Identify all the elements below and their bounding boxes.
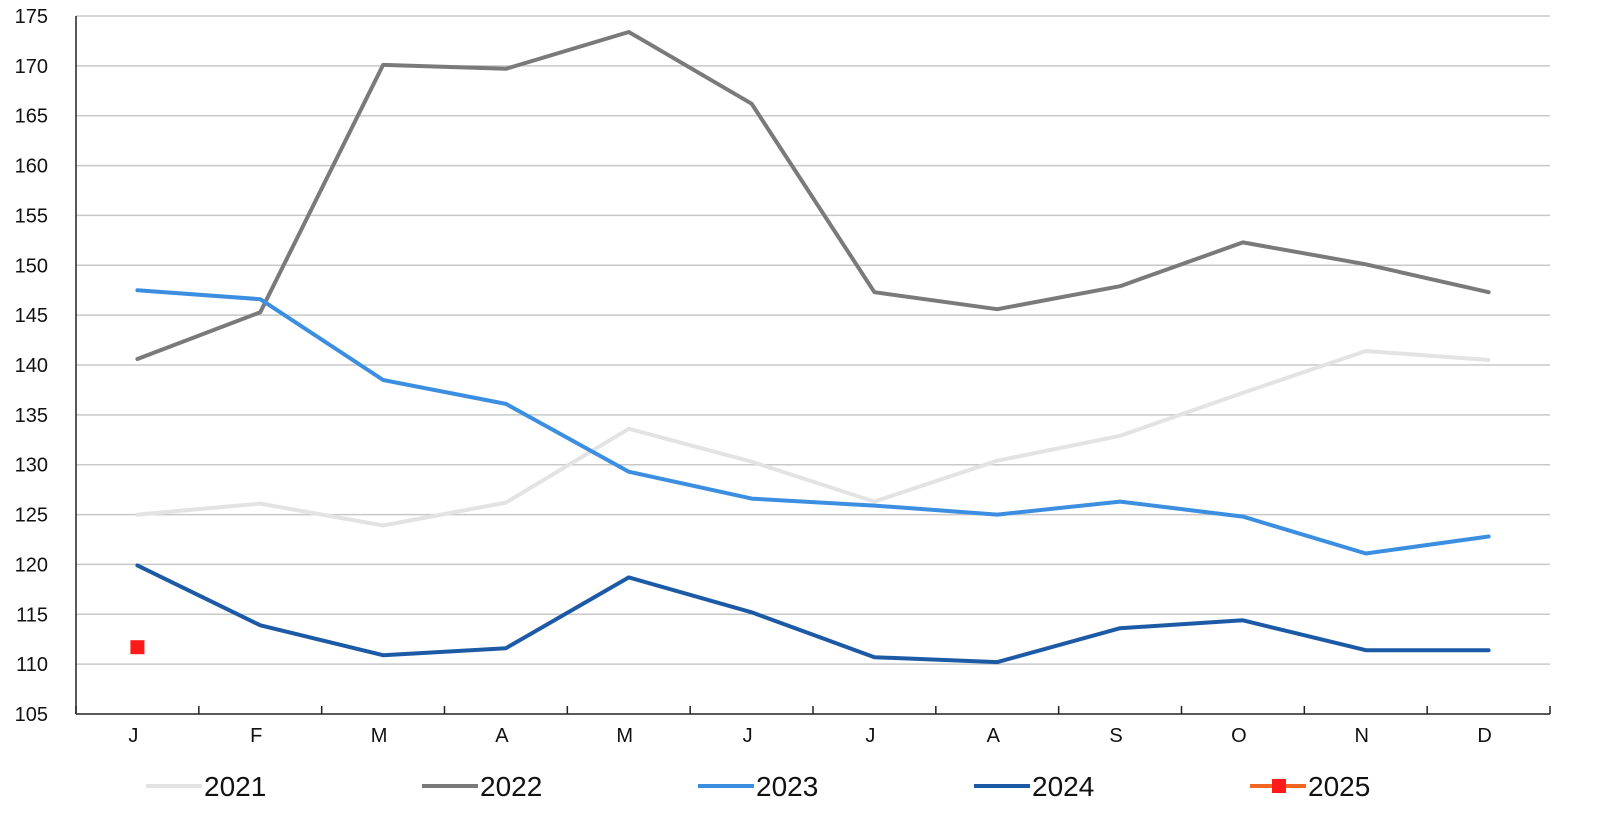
x-tick-label: J	[743, 725, 753, 747]
y-tick-label: 135	[15, 405, 48, 427]
series-lines	[130, 30, 1491, 665]
x-tick-label: D	[1477, 725, 1491, 747]
y-tick-label: 155	[15, 205, 48, 227]
series-line-2022	[135, 30, 1491, 361]
y-tick-label: 125	[15, 505, 48, 527]
series-line-2024	[135, 563, 1491, 665]
legend-label-2021: 2021	[204, 771, 266, 802]
y-tick-label: 170	[15, 56, 48, 78]
y-tick-label: 120	[15, 554, 48, 576]
y-tick-label: 160	[15, 156, 48, 178]
y-tick-label: 175	[15, 6, 48, 28]
y-tick-label: 145	[15, 305, 48, 327]
legend-label-2022: 2022	[480, 771, 542, 802]
x-tick-label: O	[1231, 725, 1247, 747]
legend-label-2023: 2023	[756, 771, 818, 802]
y-tick-label: 140	[15, 355, 48, 377]
y-tick-label: 130	[15, 455, 48, 477]
series-line-2021	[135, 349, 1491, 528]
legend-label-2025: 2025	[1308, 771, 1370, 802]
x-tick-label: N	[1355, 725, 1369, 747]
x-tick-label: A	[987, 725, 1001, 747]
data-point-2025	[130, 640, 145, 655]
legend-marker-2025	[1272, 779, 1286, 793]
x-tick-label: S	[1109, 725, 1122, 747]
y-tick-label: 150	[15, 255, 48, 277]
x-tick-label: M	[371, 725, 388, 747]
y-tick-label: 110	[16, 654, 48, 676]
x-tick-label: J	[128, 725, 138, 747]
x-tick-label: M	[616, 725, 633, 747]
legend: 2021 2022 2023 2024 2025	[146, 771, 1370, 802]
x-tick-label: A	[495, 725, 509, 747]
gridlines	[76, 15, 1550, 665]
series-line-2023	[135, 288, 1491, 556]
y-tick-label: 165	[15, 106, 48, 128]
x-tick-label: F	[250, 725, 262, 747]
legend-label-2024: 2024	[1032, 771, 1094, 802]
y-tick-label: 105	[15, 704, 48, 726]
axes: 105 110 115 120 125 130 135 140 145 150 155 160 165 1…	[15, 6, 1551, 747]
y-tick-label: 115	[16, 604, 48, 626]
x-tick-label: J	[865, 725, 875, 747]
